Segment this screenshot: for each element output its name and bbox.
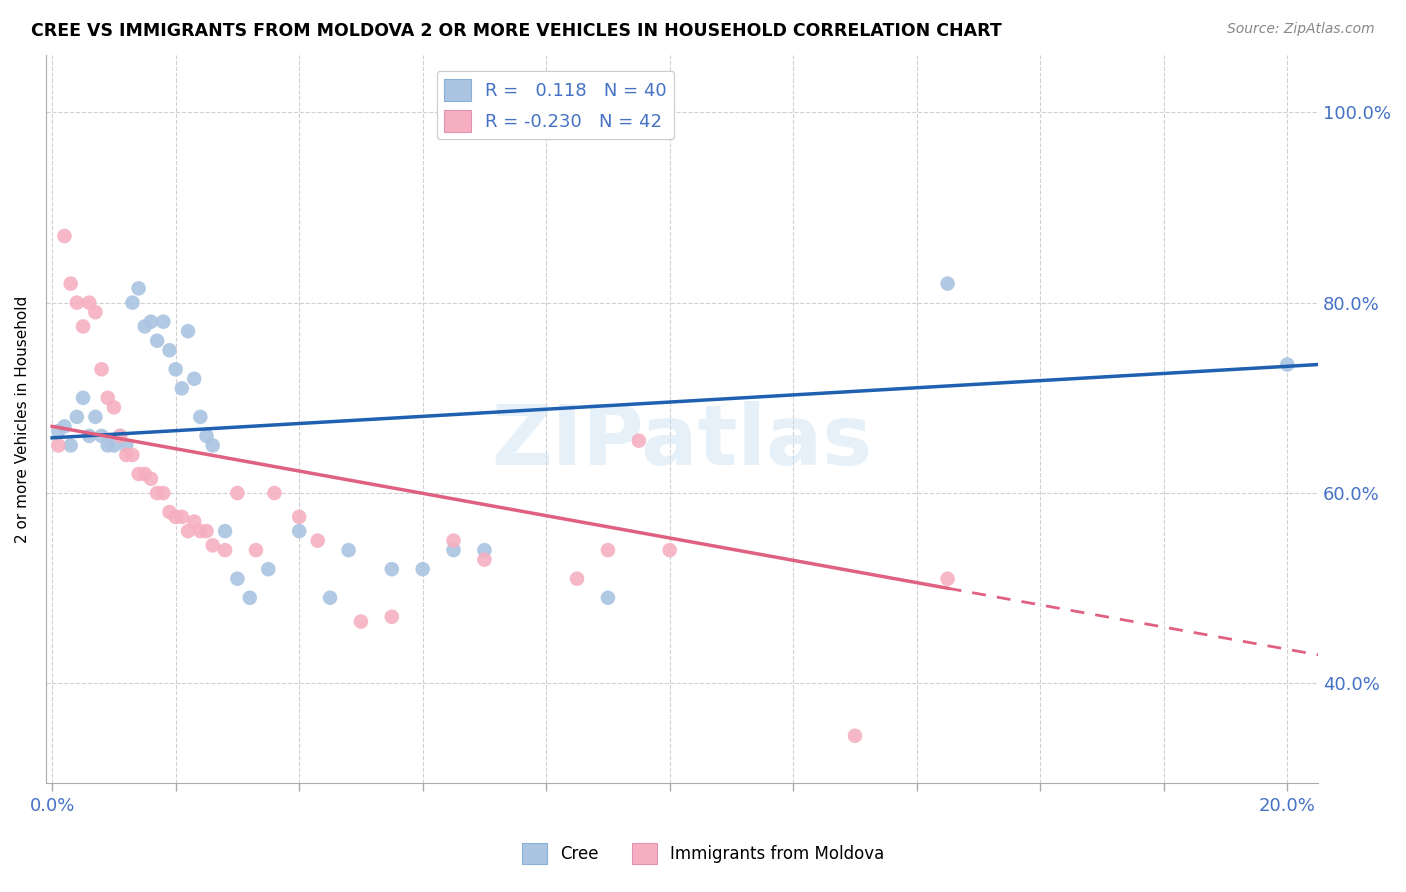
- Point: [115, 438, 138, 452]
- Point: [46, 438, 69, 452]
- Point: [128, 281, 150, 295]
- Point: [170, 381, 193, 395]
- Point: [257, 562, 280, 576]
- Point: [183, 515, 205, 529]
- Point: [77, 429, 100, 443]
- Point: [190, 524, 212, 538]
- Point: [146, 486, 169, 500]
- Point: [1277, 358, 1299, 372]
- Point: [134, 319, 156, 334]
- Point: [844, 729, 866, 743]
- Point: [108, 429, 131, 443]
- Point: [239, 591, 262, 605]
- Text: Source: ZipAtlas.com: Source: ZipAtlas.com: [1227, 22, 1375, 37]
- Point: [226, 572, 249, 586]
- Point: [226, 486, 249, 500]
- Point: [288, 509, 311, 524]
- Point: [159, 343, 181, 358]
- Point: [170, 509, 193, 524]
- Point: [134, 467, 156, 481]
- Point: [337, 543, 360, 558]
- Point: [195, 429, 218, 443]
- Text: ZIPatlas: ZIPatlas: [492, 401, 873, 482]
- Point: [152, 315, 174, 329]
- Point: [66, 409, 89, 424]
- Point: [121, 448, 143, 462]
- Point: [84, 409, 107, 424]
- Point: [627, 434, 650, 448]
- Point: [128, 467, 150, 481]
- Point: [159, 505, 181, 519]
- Point: [165, 509, 187, 524]
- Point: [90, 429, 112, 443]
- Point: [53, 419, 76, 434]
- Point: [263, 486, 285, 500]
- Point: [139, 315, 162, 329]
- Point: [183, 372, 205, 386]
- Point: [381, 562, 404, 576]
- Point: [97, 391, 120, 405]
- Text: CREE VS IMMIGRANTS FROM MOLDOVA 2 OR MORE VEHICLES IN HOUSEHOLD CORRELATION CHAR: CREE VS IMMIGRANTS FROM MOLDOVA 2 OR MOR…: [31, 22, 1001, 40]
- Legend: R =   0.118   N = 40, R = -0.230   N = 42: R = 0.118 N = 40, R = -0.230 N = 42: [437, 71, 675, 139]
- Point: [152, 486, 174, 500]
- Point: [412, 562, 434, 576]
- Point: [596, 543, 619, 558]
- Point: [596, 591, 619, 605]
- Point: [46, 424, 69, 438]
- Point: [108, 429, 131, 443]
- Point: [474, 543, 496, 558]
- Point: [165, 362, 187, 376]
- Point: [103, 438, 125, 452]
- Point: [190, 409, 212, 424]
- Y-axis label: 2 or more Vehicles in Household: 2 or more Vehicles in Household: [15, 295, 30, 543]
- Point: [201, 438, 224, 452]
- Point: [59, 277, 82, 291]
- Point: [214, 524, 236, 538]
- Point: [146, 334, 169, 348]
- Point: [658, 543, 681, 558]
- Point: [72, 319, 94, 334]
- Point: [97, 438, 120, 452]
- Point: [288, 524, 311, 538]
- Point: [319, 591, 342, 605]
- Point: [103, 401, 125, 415]
- Point: [121, 295, 143, 310]
- Point: [90, 362, 112, 376]
- Point: [565, 572, 588, 586]
- Point: [77, 295, 100, 310]
- Point: [474, 552, 496, 566]
- Point: [214, 543, 236, 558]
- Point: [443, 543, 465, 558]
- Point: [245, 543, 267, 558]
- Point: [84, 305, 107, 319]
- Legend: Cree, Immigrants from Moldova: Cree, Immigrants from Moldova: [515, 837, 891, 871]
- Point: [59, 438, 82, 452]
- Point: [72, 391, 94, 405]
- Point: [195, 524, 218, 538]
- Point: [443, 533, 465, 548]
- Point: [936, 277, 959, 291]
- Point: [307, 533, 329, 548]
- Point: [350, 615, 373, 629]
- Point: [936, 572, 959, 586]
- Point: [139, 472, 162, 486]
- Point: [381, 609, 404, 624]
- Point: [53, 229, 76, 244]
- Point: [177, 524, 200, 538]
- Point: [201, 538, 224, 552]
- Point: [115, 448, 138, 462]
- Point: [177, 324, 200, 338]
- Point: [66, 295, 89, 310]
